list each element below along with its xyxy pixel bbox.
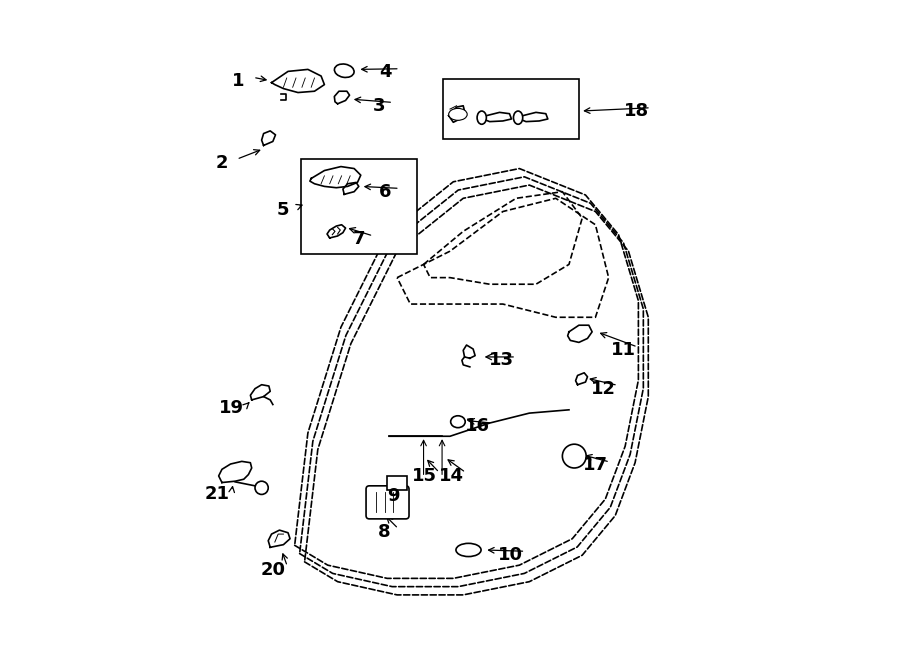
Polygon shape [568, 325, 592, 342]
Polygon shape [219, 461, 252, 483]
Text: 5: 5 [276, 201, 289, 219]
Bar [387, 476, 407, 490]
Text: 10: 10 [499, 545, 523, 564]
Text: 7: 7 [353, 230, 365, 249]
Polygon shape [272, 69, 324, 93]
Text: 21: 21 [205, 485, 230, 504]
Polygon shape [576, 373, 588, 385]
Ellipse shape [335, 64, 354, 77]
Text: 11: 11 [611, 341, 635, 360]
Ellipse shape [449, 108, 467, 120]
Polygon shape [343, 182, 359, 194]
Text: 12: 12 [591, 379, 616, 398]
Polygon shape [449, 106, 464, 122]
Bar [444, 79, 579, 139]
Polygon shape [250, 385, 270, 400]
Text: 14: 14 [439, 467, 464, 485]
Text: 9: 9 [388, 486, 400, 505]
Polygon shape [282, 94, 286, 100]
Text: 1: 1 [232, 71, 245, 90]
Text: 18: 18 [624, 102, 649, 120]
Ellipse shape [514, 111, 523, 124]
Text: 13: 13 [489, 351, 514, 369]
FancyBboxPatch shape [366, 486, 409, 519]
Circle shape [255, 481, 268, 494]
Polygon shape [334, 91, 349, 104]
Ellipse shape [477, 111, 486, 124]
Polygon shape [268, 530, 290, 547]
Text: 16: 16 [465, 417, 491, 436]
Ellipse shape [451, 416, 465, 428]
Polygon shape [327, 225, 346, 238]
Text: 3: 3 [373, 97, 385, 115]
Text: 19: 19 [220, 399, 245, 418]
Polygon shape [464, 345, 475, 358]
Polygon shape [262, 131, 275, 145]
Polygon shape [523, 112, 548, 122]
Text: 17: 17 [583, 456, 608, 475]
Polygon shape [310, 167, 361, 188]
Text: 8: 8 [378, 523, 391, 541]
Text: 2: 2 [216, 153, 229, 172]
Text: 20: 20 [260, 561, 285, 579]
Text: 15: 15 [412, 467, 437, 485]
Circle shape [562, 444, 586, 468]
Bar [302, 159, 417, 254]
Text: 4: 4 [379, 63, 392, 81]
Ellipse shape [456, 543, 482, 557]
Text: 6: 6 [379, 182, 392, 201]
Polygon shape [486, 112, 511, 122]
